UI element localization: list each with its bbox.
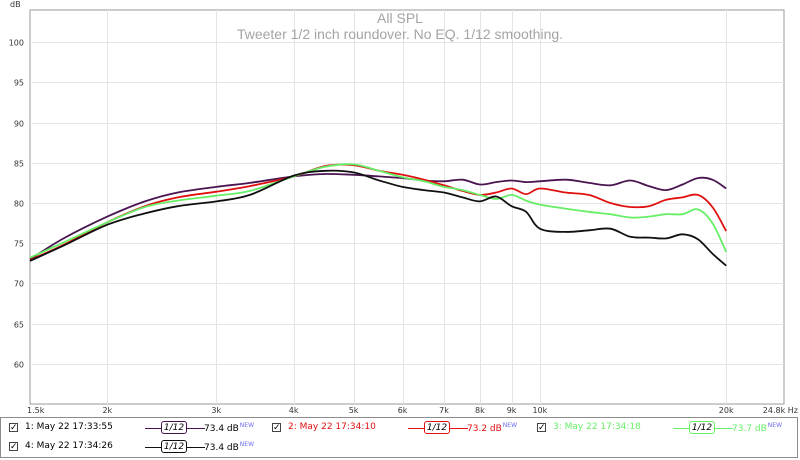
x-tick-label: 10k bbox=[532, 406, 547, 415]
legend-smoothing-button[interactable]: 1/12 bbox=[145, 420, 205, 436]
x-tick-label: 6k bbox=[398, 406, 408, 415]
series-line-3 bbox=[29, 163, 728, 259]
legend-level-value: 73.7 dBNEW bbox=[732, 422, 783, 434]
x-tick-label: 5k bbox=[349, 406, 359, 415]
legend-entry-1: ✓ 1: May 22 17:33:55 1/12 73.4 dBNEW bbox=[9, 420, 264, 438]
y-tick-label: 80 bbox=[14, 200, 24, 209]
x-tick-label: 8k bbox=[475, 406, 485, 415]
y-tick-label: 100 bbox=[9, 39, 24, 48]
smoothing-label: 1/12 bbox=[424, 421, 450, 434]
y-tick-label: 70 bbox=[14, 280, 24, 289]
new-tag: NEW bbox=[767, 422, 783, 429]
x-tick-label: 3k bbox=[211, 406, 221, 415]
spl-chart: 60 65 70 75 80 85 90 95 100 1.5k 2k 3k 4k 5k 6k 7k 8k 9k 1… bbox=[9, 0, 798, 415]
series-line-4 bbox=[29, 169, 727, 267]
x-tick-label: 20k bbox=[719, 406, 734, 415]
legend-level-value: 73.4 dBNEW bbox=[204, 441, 255, 453]
y-tick-label: 85 bbox=[14, 160, 24, 169]
legend-panel: ✓ 1: May 22 17:33:55 1/12 73.4 dBNEW ✓ 2: May… bbox=[0, 417, 798, 458]
y-tick-label: 60 bbox=[14, 361, 24, 370]
legend-level-value: 73.4 dBNEW bbox=[204, 422, 255, 434]
chart-title: All SPL bbox=[377, 10, 423, 26]
legend-smoothing-button[interactable]: 1/12 bbox=[673, 420, 733, 436]
legend-smoothing-button[interactable]: 1/12 bbox=[145, 439, 205, 455]
legend-smoothing-button[interactable]: 1/12 bbox=[408, 420, 468, 436]
series-line-1 bbox=[29, 173, 727, 261]
x-tick-label: 2k bbox=[102, 406, 112, 415]
legend-checkbox[interactable]: ✓ bbox=[9, 423, 18, 433]
legend-series-name: 1: May 22 17:33:55 bbox=[25, 422, 113, 432]
y-tick-label: 75 bbox=[14, 240, 24, 249]
legend-series-name: 4: May 22 17:34:26 bbox=[25, 441, 113, 451]
legend-entry-2: ✓ 2: May 22 17:34:10 1/12 73.2 dBNEW bbox=[272, 420, 527, 438]
legend-checkbox[interactable]: ✓ bbox=[537, 423, 546, 433]
smoothing-label: 1/12 bbox=[161, 440, 187, 453]
smoothing-label: 1/12 bbox=[161, 421, 187, 434]
legend-checkbox[interactable]: ✓ bbox=[272, 423, 281, 433]
y-tick-label: 90 bbox=[14, 120, 24, 129]
legend-series-name: 2: May 22 17:34:10 bbox=[288, 422, 376, 432]
y-tick-label: 95 bbox=[14, 79, 24, 88]
x-tick-label: 9k bbox=[507, 406, 517, 415]
legend-level-value: 73.2 dBNEW bbox=[467, 422, 518, 434]
legend-series-name: 3: May 22 17:34:18 bbox=[553, 422, 641, 432]
y-tick-label: 65 bbox=[14, 321, 24, 330]
legend-checkbox[interactable]: ✓ bbox=[9, 442, 18, 452]
x-unit-label: 24.8k Hz bbox=[763, 406, 798, 415]
x-tick-label: 7k bbox=[439, 406, 449, 415]
chart-subtitle: Tweeter 1/2 inch roundover. No EQ. 1/12 … bbox=[237, 26, 563, 42]
x-tick-label: 1.5k bbox=[27, 406, 45, 415]
new-tag: NEW bbox=[239, 441, 255, 448]
x-tick-label: 4k bbox=[289, 406, 299, 415]
plot-area bbox=[29, 9, 785, 405]
new-tag: NEW bbox=[502, 422, 518, 429]
legend-entry-3: ✓ 3: May 22 17:34:18 1/12 73.7 dBNEW bbox=[537, 420, 792, 438]
legend-entry-4: ✓ 4: May 22 17:34:26 1/12 73.4 dBNEW bbox=[9, 439, 264, 457]
y-unit-label: dB bbox=[10, 0, 21, 9]
new-tag: NEW bbox=[239, 422, 255, 429]
smoothing-label: 1/12 bbox=[689, 421, 715, 434]
